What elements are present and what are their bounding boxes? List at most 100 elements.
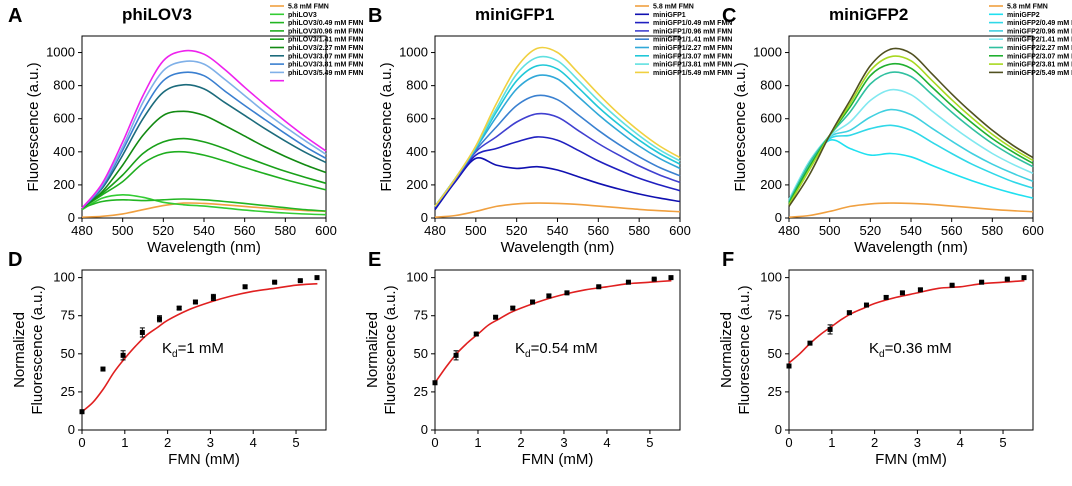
x-tick-label: 600 [669, 223, 691, 238]
legend-label: phiLOV3 [288, 12, 317, 19]
legend-label: miniGFP1/0.49 mM FMN [653, 20, 732, 27]
panel-label: E [368, 249, 381, 271]
data-point [453, 352, 459, 358]
series-line [434, 157, 681, 211]
y-tick-label: 800 [406, 78, 428, 93]
x-tick-label: 500 [819, 223, 841, 238]
data-point [432, 380, 438, 386]
y-tick-label: 75 [414, 308, 428, 323]
legend-label: miniGFP1/5.49 mM FMN [653, 70, 732, 77]
kd-symbol: K [162, 340, 172, 357]
kd-annotation: Kd=0.54 mM [515, 340, 598, 360]
series-line [81, 137, 327, 209]
plot-frame [434, 269, 681, 431]
legend-label: miniGFP2/3.07 mM FMN [1007, 53, 1072, 60]
series-line [434, 64, 681, 207]
y-tick-label: 200 [406, 177, 428, 192]
panel-label: A [8, 5, 22, 27]
legend-label: miniGFP1/1.41 mM FMN [653, 37, 732, 44]
series-line [81, 198, 327, 212]
data-point [242, 284, 248, 290]
plot-frame [788, 269, 1034, 431]
data-point [863, 302, 869, 308]
kd-symbol: K [515, 340, 525, 357]
data-point [100, 366, 106, 372]
kd-subscript: d [172, 349, 178, 360]
y-tick-label: 1000 [46, 45, 75, 60]
y-tick-label: 100 [406, 270, 428, 285]
legend-label: phiLOV3/1.41 mM FMN [288, 37, 363, 44]
series-line [81, 60, 327, 209]
data-point [846, 310, 852, 316]
data-point [899, 290, 905, 296]
legend-label: miniGFP2/5.49 mM FMN [1007, 70, 1072, 77]
y-tick-label: 25 [414, 384, 428, 399]
series-line [81, 83, 327, 209]
data-point [625, 279, 631, 285]
data-point [827, 326, 833, 332]
data-point [668, 275, 674, 281]
x-tick-label: 580 [274, 223, 296, 238]
data-point [493, 314, 499, 320]
data-point [917, 287, 923, 293]
data-point [786, 363, 792, 369]
x-tick-label: 560 [587, 223, 609, 238]
data-point [210, 294, 216, 300]
panel-label: D [8, 249, 22, 271]
fit-curve [81, 282, 318, 413]
series-line [788, 47, 1034, 207]
data-point [79, 409, 85, 415]
x-tick-label: 2 [871, 435, 878, 450]
y-axis-label-line2: Fluorescence (a.u.) [382, 285, 399, 414]
y-tick-label: 800 [760, 78, 782, 93]
series-line [81, 193, 327, 216]
legend-label: phiLOV3/0.96 mM FMN [288, 28, 363, 35]
y-tick-label: 0 [68, 422, 75, 437]
series-line [434, 136, 681, 209]
x-tick-label: 1 [828, 435, 835, 450]
series-line [81, 150, 327, 209]
kd-value: =0.54 mM [531, 340, 598, 357]
y-tick-label: 0 [421, 422, 428, 437]
panel-label: C [722, 5, 736, 27]
x-tick-label: 600 [315, 223, 337, 238]
series-line [434, 202, 681, 218]
y-tick-label: 0 [68, 210, 75, 225]
x-tick-label: 520 [506, 223, 528, 238]
x-tick-label: 4 [957, 435, 964, 450]
data-point [139, 329, 145, 335]
kd-value: =0.36 mM [885, 340, 952, 357]
x-tick-label: 0 [78, 435, 85, 450]
data-point [979, 279, 985, 285]
legend-label: miniGFP2/1.41 mM FMN [1007, 37, 1072, 44]
x-tick-label: 500 [465, 223, 487, 238]
panel-label: B [368, 5, 382, 27]
y-tick-label: 400 [406, 144, 428, 159]
legend-label: phiLOV3/0.49 mM FMN [288, 20, 363, 27]
legend-label: phiLOV3/3.81 mM FMN [288, 62, 363, 69]
x-axis-label: FMN (mM) [522, 451, 594, 468]
kd-value: =1 mM [178, 340, 224, 357]
y-tick-label: 75 [61, 308, 75, 323]
x-tick-label: 560 [941, 223, 963, 238]
data-point [120, 352, 126, 358]
y-tick-label: 600 [406, 111, 428, 126]
y-axis-label-line2: Fluorescence (a.u.) [736, 285, 753, 414]
x-axis-label: Wavelength (nm) [147, 239, 261, 256]
data-point [156, 316, 162, 322]
y-tick-label: 50 [414, 346, 428, 361]
legend-label: phiLOV3/3.07 mM FMN [288, 53, 363, 60]
legend-label: phiLOV3/2.27 mM FMN [288, 45, 363, 52]
y-tick-label: 0 [421, 210, 428, 225]
x-tick-label: 1 [121, 435, 128, 450]
y-tick-label: 200 [760, 177, 782, 192]
legend-label: miniGFP2/0.96 mM FMN [1007, 28, 1072, 35]
y-tick-label: 600 [760, 111, 782, 126]
legend-label: 5.8 mM FMN [288, 4, 329, 11]
x-tick-label: 2 [164, 435, 171, 450]
x-tick-label: 5 [999, 435, 1006, 450]
data-point [176, 305, 182, 311]
